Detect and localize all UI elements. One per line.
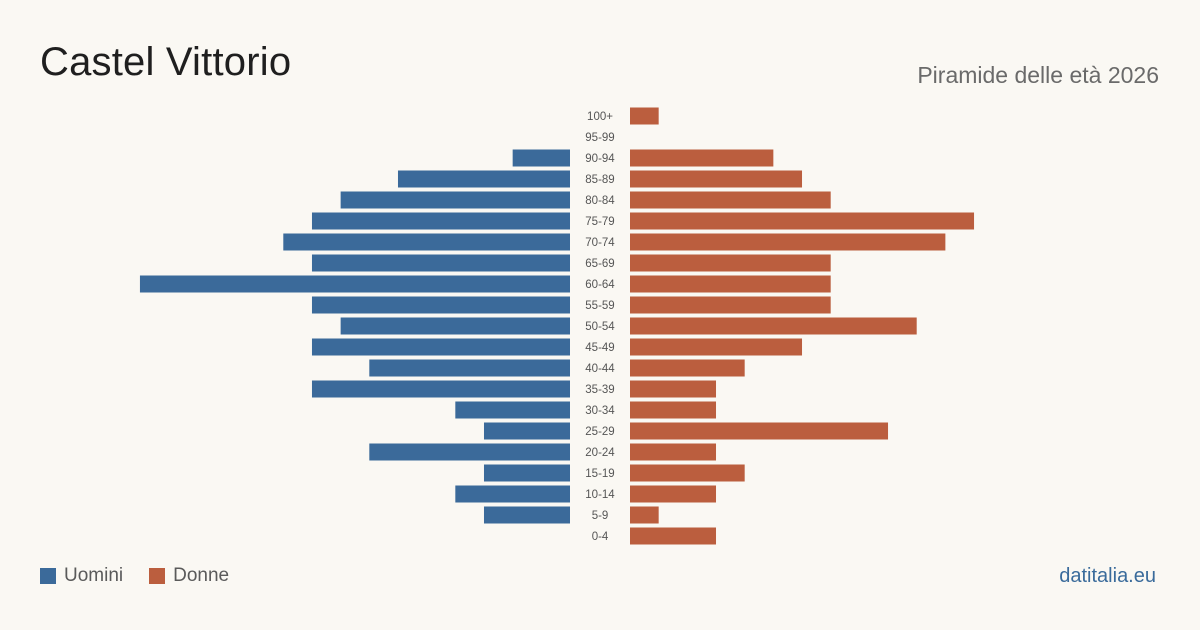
age-label: 5-9: [592, 510, 609, 522]
bar-women-25-29: [630, 422, 889, 440]
bar-men-75-79: [311, 212, 570, 230]
bar-men-60-64: [139, 275, 570, 293]
bar-women-75-79: [630, 212, 975, 230]
age-label: 70-74: [585, 237, 615, 249]
age-label: 100+: [587, 111, 613, 123]
bar-men-25-29: [483, 422, 570, 440]
age-label: 65-69: [585, 258, 614, 270]
site-link[interactable]: datitalia.eu: [1059, 565, 1156, 587]
legend-item-women: Donne: [149, 565, 229, 587]
bar-women-50-54: [630, 317, 917, 335]
bar-men-5-9: [483, 506, 570, 524]
bar-men-20-24: [369, 443, 570, 461]
bar-men-55-59: [311, 296, 570, 314]
age-label: 30-34: [585, 405, 615, 417]
bar-women-65-69: [630, 254, 831, 272]
bar-women-40-44: [630, 359, 745, 377]
bar-women-20-24: [630, 443, 717, 461]
age-label: 50-54: [585, 321, 615, 333]
chart-subtitle: Piramide delle età 2026: [917, 62, 1159, 88]
page-title: Castel Vittorio: [40, 40, 292, 84]
legend-swatch-women: [149, 568, 166, 584]
chart-legend: Uomini Donne: [40, 565, 255, 587]
bar-women-90-94: [630, 149, 774, 167]
age-label: 10-14: [585, 489, 615, 501]
bar-women-10-14: [630, 485, 717, 503]
bar-women-35-39: [630, 380, 717, 398]
bar-women-15-19: [630, 464, 745, 482]
age-label: 60-64: [585, 279, 615, 291]
bar-men-85-89: [397, 170, 570, 188]
bar-women-55-59: [630, 296, 831, 314]
bar-men-90-94: [512, 149, 570, 167]
bar-women-100+: [630, 107, 659, 125]
bar-men-15-19: [483, 464, 570, 482]
bar-men-30-34: [455, 401, 570, 419]
bar-women-70-74: [630, 233, 946, 251]
age-label: 55-59: [585, 300, 614, 312]
age-label: 80-84: [585, 195, 615, 207]
bar-men-65-69: [311, 254, 570, 272]
bar-women-60-64: [630, 275, 831, 293]
bar-men-80-84: [340, 191, 570, 209]
age-label: 75-79: [585, 216, 614, 228]
bar-men-10-14: [455, 485, 570, 503]
age-label: 90-94: [585, 153, 615, 165]
age-label: 35-39: [585, 384, 614, 396]
age-label: 0-4: [592, 531, 609, 543]
age-label: 45-49: [585, 342, 614, 354]
bar-men-35-39: [311, 380, 570, 398]
bar-men-40-44: [369, 359, 570, 377]
bar-men-70-74: [283, 233, 570, 251]
bar-men-50-54: [340, 317, 570, 335]
bar-women-80-84: [630, 191, 831, 209]
legend-label-men: Uomini: [64, 565, 124, 586]
age-label: 25-29: [585, 426, 614, 438]
bar-men-45-49: [311, 338, 570, 356]
bar-women-85-89: [630, 170, 803, 188]
legend-item-men: Uomini: [40, 565, 123, 587]
legend-swatch-men: [40, 568, 56, 584]
age-label: 15-19: [585, 468, 614, 480]
bar-women-45-49: [630, 338, 803, 356]
age-label: 95-99: [585, 132, 614, 144]
age-label: 40-44: [585, 363, 615, 375]
bar-women-5-9: [630, 506, 659, 524]
age-label: 20-24: [585, 447, 615, 459]
age-label: 85-89: [585, 174, 614, 186]
bar-women-30-34: [630, 401, 717, 419]
legend-label-women: Donne: [173, 565, 230, 586]
bar-women-0-4: [630, 527, 717, 545]
